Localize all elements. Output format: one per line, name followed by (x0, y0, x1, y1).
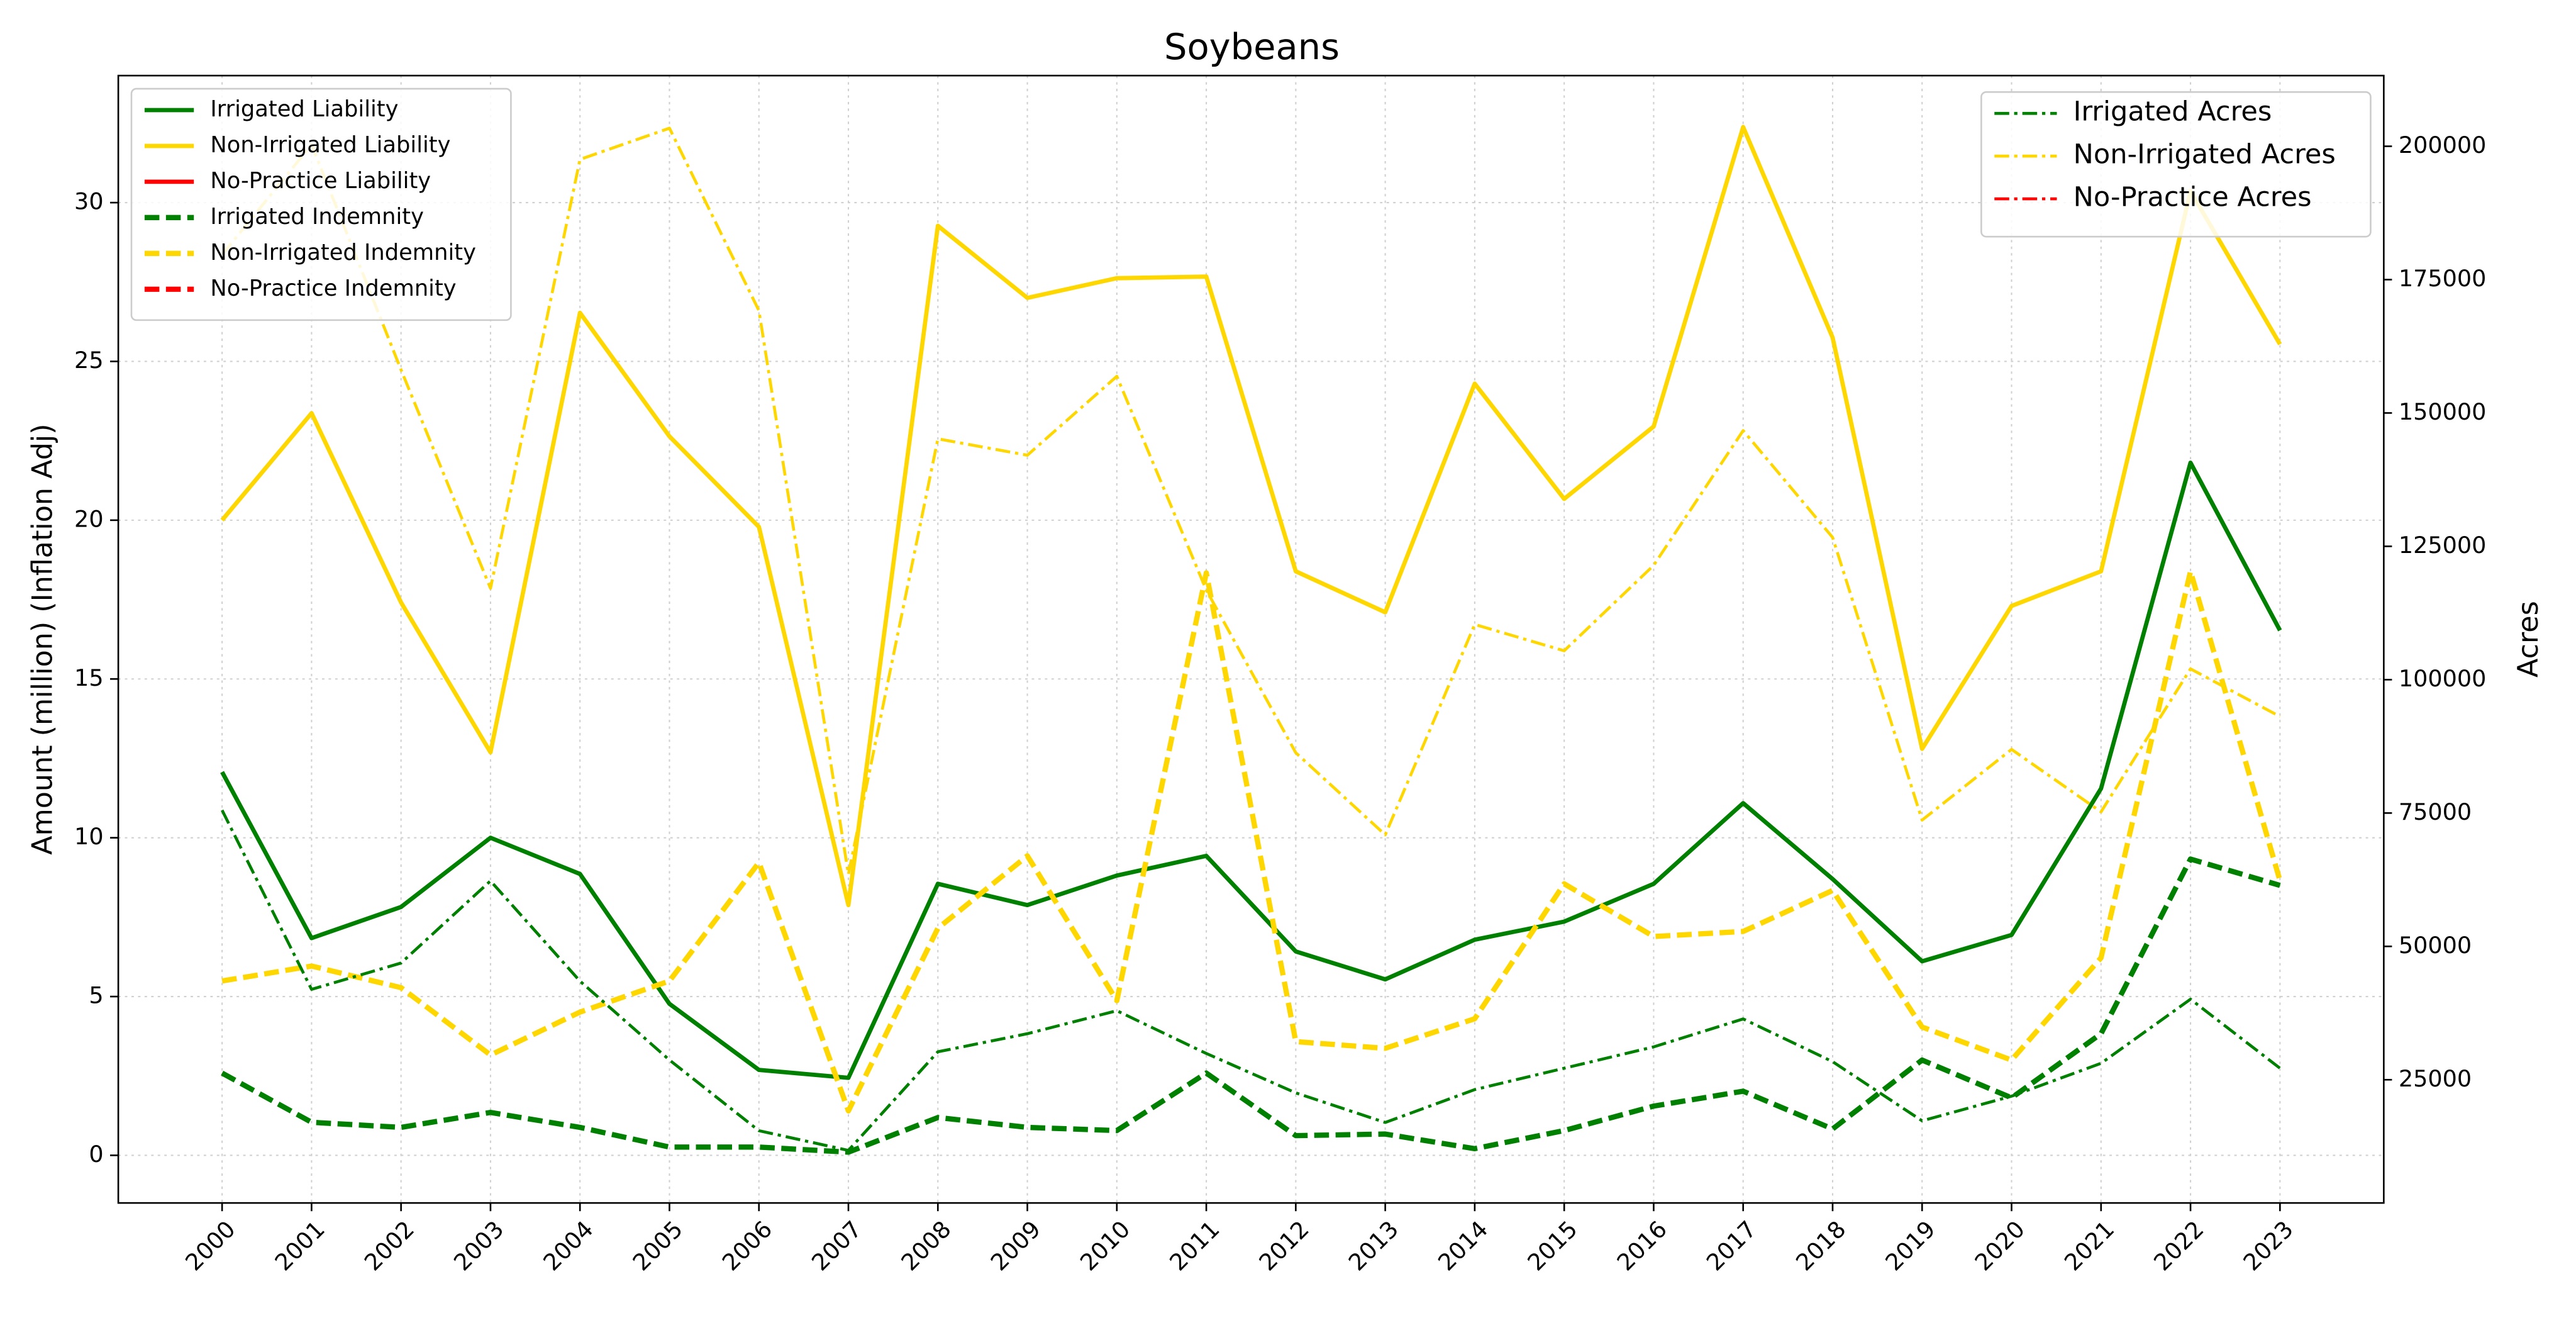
legend-label: Irrigated Liability (210, 96, 398, 122)
plot-frame (117, 74, 2385, 1204)
y2-tick-label: 200000 (2399, 131, 2487, 159)
legend-label: No-Practice Acres (2074, 182, 2312, 213)
legend-box (130, 87, 512, 321)
y2-tick-label: 100000 (2399, 665, 2487, 692)
series-line (221, 126, 2281, 876)
series-line (220, 461, 2282, 1080)
legend-label: No-Practice Indemnity (210, 276, 456, 301)
y2-tick-label: 25000 (2399, 1065, 2472, 1092)
y-tick-label: 30 (74, 188, 104, 215)
legend-label: Non-Irrigated Indemnity (210, 240, 476, 265)
y2-tick-label: 125000 (2399, 532, 2487, 559)
series-line (221, 809, 2281, 1152)
y2-axis-label: Acres (2512, 601, 2545, 678)
y-tick-label: 20 (74, 505, 104, 532)
y-tick-label: 15 (74, 664, 104, 691)
legend-label: Irrigated Acres (2074, 96, 2272, 128)
y-axis-label: Amount (million) (Inflation Adj) (27, 423, 59, 854)
y-tick-label: 0 (89, 1141, 103, 1168)
legend-label: No-Practice Liability (210, 168, 431, 194)
series-line (221, 856, 2281, 1155)
y2-tick-label: 175000 (2399, 265, 2487, 292)
legend-label: Non-Irrigated Acres (2074, 139, 2336, 170)
y2-tick-label: 150000 (2399, 398, 2487, 425)
legend-label: Irrigated Indemnity (210, 204, 424, 230)
y-tick-label: 25 (74, 347, 104, 374)
series-line (221, 568, 2283, 1114)
y-tick-label: 10 (74, 823, 104, 850)
legend-box (1980, 91, 2372, 238)
y-tick-label: 5 (89, 982, 103, 1009)
y2-tick-label: 75000 (2399, 798, 2472, 825)
series-line (220, 125, 2282, 908)
chart-title: Soybeans (1164, 26, 1340, 68)
y2-tick-label: 50000 (2399, 932, 2472, 959)
legend-label: Non-Irrigated Liability (210, 132, 450, 158)
